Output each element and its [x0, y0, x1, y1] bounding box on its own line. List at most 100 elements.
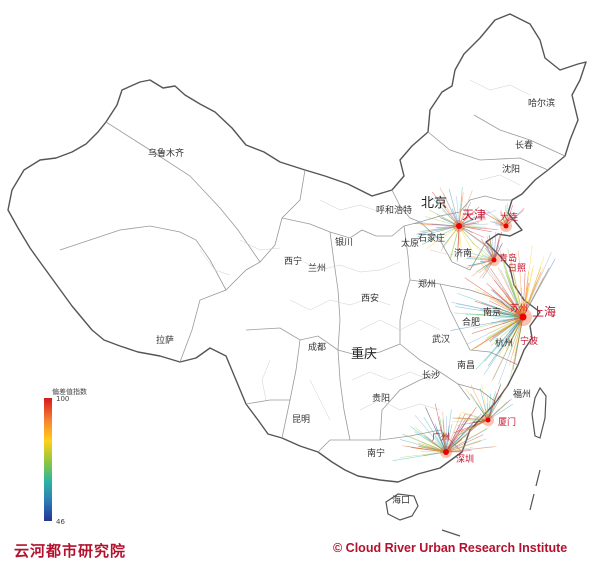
flow-line-2	[446, 225, 460, 244]
flow-line-0	[450, 316, 524, 331]
flow-line-1	[445, 418, 466, 453]
flow-line-0	[508, 316, 524, 355]
flow-line-3	[492, 238, 495, 261]
flow-line-3	[479, 259, 495, 279]
flow-line-0	[522, 272, 526, 318]
flow-line-5	[505, 203, 508, 227]
flow-line-0	[474, 287, 524, 318]
flow-line-2	[431, 196, 460, 227]
flow-line-1	[445, 439, 482, 453]
flow-line-4	[487, 393, 497, 421]
flow-line-0	[499, 316, 524, 331]
city-labels: 乌鲁木齐 哈尔滨 长春 沈阳 北京 呼和浩特 天津 大连 石家庄 太原 银川 西…	[148, 97, 556, 506]
flow-line-0	[520, 287, 524, 318]
flow-line-2	[414, 223, 460, 227]
flow-line-2	[458, 225, 482, 229]
label-lhasa: 拉萨	[156, 334, 174, 346]
china-outline	[7, 13, 587, 483]
flow-line-2	[424, 216, 460, 227]
flow-line-2	[426, 225, 460, 249]
flow-line-2	[421, 225, 460, 245]
flow-line-0	[505, 316, 524, 350]
flow-line-4	[456, 419, 489, 436]
label-nanjing: 南京	[483, 306, 501, 318]
flow-line-0	[497, 316, 524, 350]
flow-line-0	[509, 316, 524, 365]
flow-line-1	[445, 425, 450, 453]
flow-line-4	[470, 393, 489, 421]
label-ningbo: 宁波	[520, 335, 538, 347]
flow-line-3	[466, 251, 495, 261]
flow-line-4	[479, 387, 489, 421]
province-boundaries	[59, 114, 566, 453]
flow-line-1	[445, 428, 488, 453]
flow-line-0	[491, 306, 524, 318]
flow-line-4	[461, 411, 489, 421]
marker-dalian	[503, 223, 509, 229]
label-chongqing: 重庆	[351, 346, 377, 362]
flow-line-0	[489, 300, 524, 318]
label-dalian: 大连	[500, 211, 518, 223]
flow-line-3	[489, 242, 495, 261]
label-qingdao: 青岛	[499, 252, 517, 264]
flow-line-0	[500, 269, 524, 318]
flow-line-1	[445, 450, 472, 453]
flow-line-2	[443, 192, 460, 227]
flow-line-0	[522, 258, 556, 318]
flow-line-1	[445, 406, 477, 453]
flow-line-4	[487, 393, 492, 421]
flow-line-4	[487, 401, 497, 421]
label-taiyuan: 太原	[401, 237, 419, 249]
flow-line-5	[505, 208, 525, 227]
flow-line-1	[445, 439, 463, 453]
copyright-text: © Cloud River Urban Research Institute	[333, 541, 568, 555]
label-nanchang: 南昌	[457, 359, 475, 371]
flow-line-0	[510, 259, 524, 318]
label-tianjin: 天津	[462, 208, 486, 222]
flow-line-3	[472, 242, 495, 261]
label-rizhao: 日照	[508, 263, 526, 274]
flow-line-0	[495, 310, 524, 318]
flow-line-1	[445, 431, 467, 453]
flow-line-0	[486, 282, 524, 318]
flow-line-4	[458, 417, 489, 421]
flow-line-0	[522, 267, 542, 318]
legend-min-label: 46	[56, 518, 65, 526]
flow-line-1	[428, 438, 447, 453]
flow-line-1	[422, 451, 447, 457]
flow-line-4	[452, 419, 489, 422]
flow-line-1	[435, 428, 447, 453]
institute-name-cn: 云河都市研究院	[14, 542, 127, 560]
flow-line-2	[458, 216, 476, 227]
flow-line-3	[481, 238, 495, 261]
flow-line-1	[442, 411, 447, 453]
flow-line-2	[440, 217, 460, 227]
label-shijiazhuang: 石家庄	[418, 232, 445, 244]
flow-line-4	[481, 384, 489, 421]
label-kunming: 昆明	[292, 414, 310, 425]
prefecture-boundaries	[199, 79, 531, 421]
flow-line-4	[487, 391, 496, 421]
flow-line-2	[458, 225, 462, 249]
label-changchun: 长春	[515, 139, 533, 151]
flow-line-0	[487, 316, 524, 334]
flow-line-3	[479, 259, 495, 274]
flow-line-0	[475, 316, 524, 370]
flow-line-3	[467, 257, 495, 261]
flow-line-4	[487, 408, 500, 421]
flow-line-1	[414, 415, 447, 453]
label-hefei: 合肥	[462, 316, 480, 328]
label-xiamen: 厦门	[498, 416, 516, 428]
flow-line-2	[458, 202, 472, 227]
label-wuhan: 武汉	[432, 333, 450, 345]
flow-line-0	[471, 316, 524, 334]
flow-line-1	[439, 416, 447, 453]
flow-line-2	[458, 225, 474, 253]
flow-line-4	[487, 403, 514, 421]
marker-tianjin	[456, 223, 462, 229]
flow-line-0	[464, 277, 524, 318]
marker-shanghai	[519, 313, 527, 321]
label-fuzhou: 福州	[513, 388, 531, 400]
label-jinan: 济南	[454, 247, 472, 259]
flow-line-2	[456, 225, 460, 262]
